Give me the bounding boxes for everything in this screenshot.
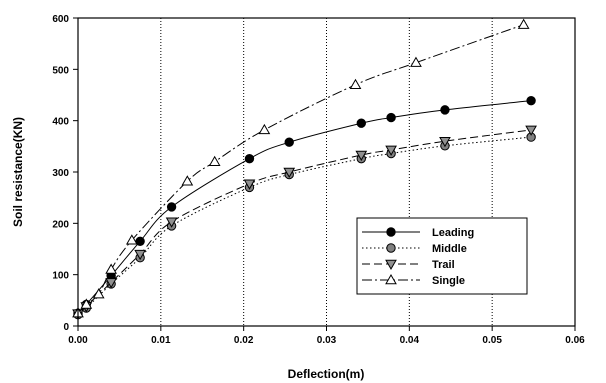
y-axis-title: Soil resistance(KN) — [11, 117, 25, 227]
data-point-single — [208, 155, 221, 166]
legend-label-middle: Middle — [432, 243, 467, 255]
data-point-trail — [105, 278, 117, 289]
data-point-trail — [283, 167, 296, 179]
data-point-single — [105, 263, 117, 274]
data-point-single — [258, 123, 271, 135]
y-tick-label: 100 — [52, 271, 69, 282]
data-point-leading — [386, 112, 396, 123]
x-tick-label: 0.00 — [68, 335, 88, 346]
data-point-trail — [165, 217, 178, 228]
y-tick-label: 400 — [52, 117, 69, 128]
y-tick-label: 200 — [52, 219, 69, 230]
legend-marker-single — [385, 273, 397, 285]
data-point-leading — [284, 137, 294, 147]
x-tick-label: 0.01 — [151, 335, 171, 346]
data-point-single — [92, 288, 105, 299]
x-tick-label: 0.02 — [234, 335, 254, 346]
legend-item-leading: Leading — [362, 227, 474, 239]
ticks: 0.00 0.01 0.02 0.03 0.04 0.05 0.06 0 100 200 300 40… — [52, 14, 585, 346]
data-point-single — [349, 78, 362, 89]
data-point-leading — [166, 202, 177, 212]
legend-label-trail: Trail — [432, 259, 455, 271]
data-point-single — [181, 175, 194, 186]
legend: Leading Middle Trail Single — [356, 217, 528, 295]
x-axis-title: Deflection(m) — [288, 367, 365, 381]
legend-label-leading: Leading — [432, 227, 474, 239]
data-point-trail — [439, 136, 451, 148]
legend-item-single: Single — [362, 273, 465, 287]
legend-item-middle: Middle — [362, 243, 467, 255]
legend-label-single: Single — [432, 275, 465, 287]
y-tick-label: 500 — [52, 65, 69, 76]
y-tick-label: 0 — [63, 322, 69, 333]
data-point-trail — [385, 145, 397, 156]
data-point-single — [517, 18, 530, 29]
data-point-trail — [134, 249, 146, 261]
data-point-single — [125, 234, 138, 245]
data-point-leading — [135, 236, 145, 247]
legend-box — [356, 217, 528, 295]
data-point-leading — [356, 118, 366, 128]
y-tick-label: 300 — [52, 168, 69, 179]
x-tick-label: 0.06 — [565, 335, 585, 346]
legend-marker-middle — [386, 243, 396, 253]
data-point-single — [410, 56, 422, 67]
grid — [160, 18, 493, 326]
data-point-trail — [355, 150, 368, 162]
x-tick-label: 0.03 — [317, 335, 337, 346]
data-point-leading — [244, 153, 255, 164]
legend-item-trail: Trail — [362, 259, 455, 271]
y-tick-label: 600 — [52, 14, 69, 25]
data-point-leading — [440, 105, 450, 115]
data-point-trail — [243, 179, 256, 190]
x-tick-label: 0.05 — [482, 335, 502, 346]
data-point-trail — [525, 125, 537, 136]
legend-marker-leading — [386, 227, 396, 237]
data-point-leading — [526, 95, 536, 106]
data-point-single — [80, 298, 93, 309]
legend-marker-trail — [385, 259, 397, 271]
x-tick-label: 0.04 — [400, 335, 420, 346]
